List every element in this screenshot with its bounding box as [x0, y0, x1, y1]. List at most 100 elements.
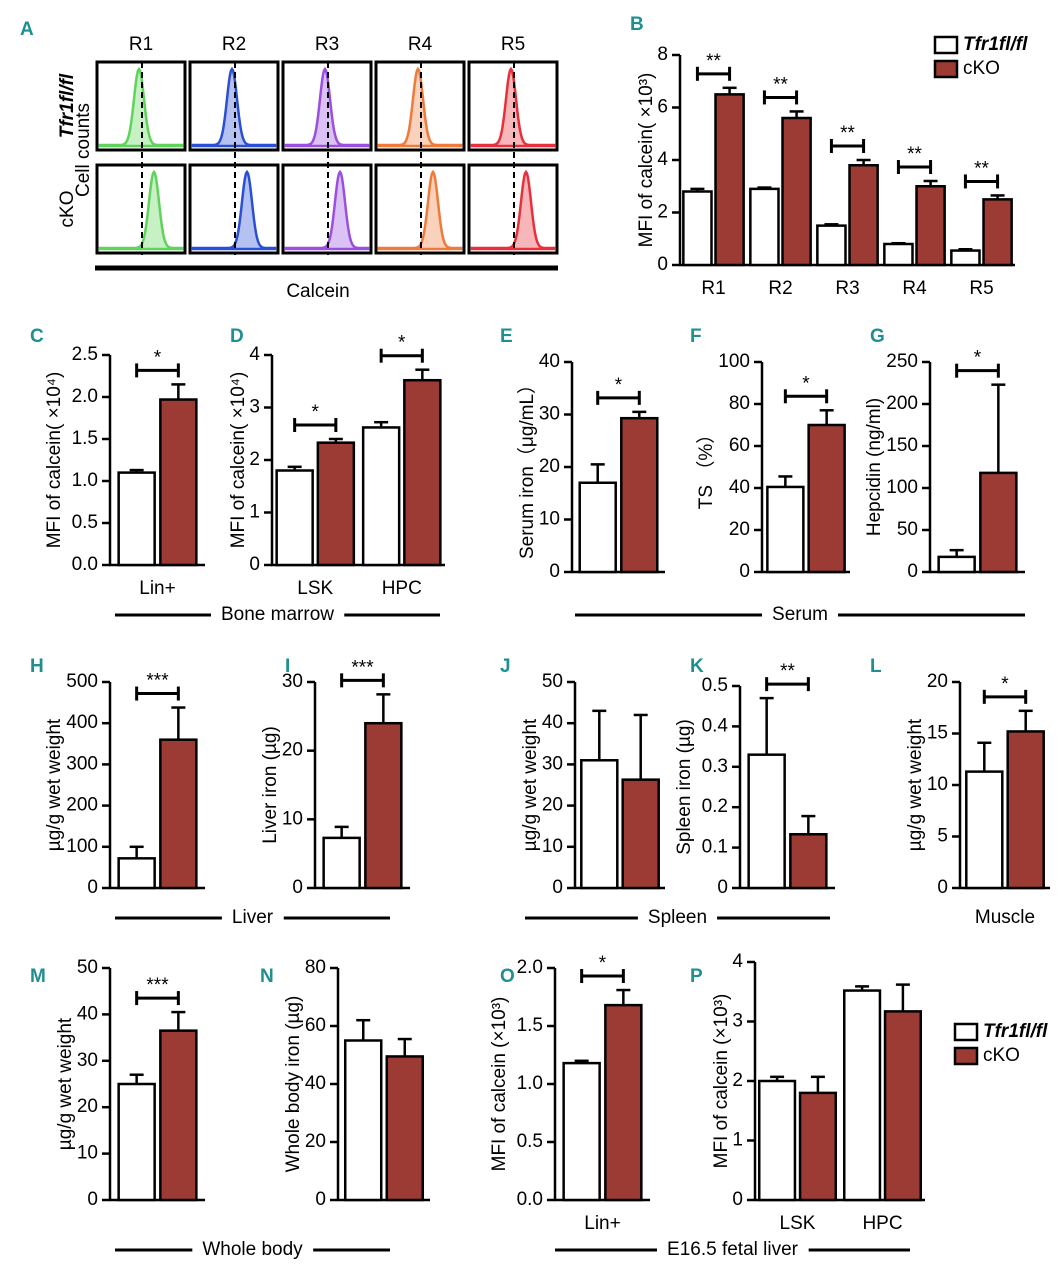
legend-swatch — [953, 1022, 979, 1042]
legend-swatch — [933, 59, 959, 79]
y-tick-label: 0 — [657, 254, 668, 275]
y-tick-label: 15 — [927, 723, 948, 744]
y-axis-label: Liver iron (µg) — [260, 726, 281, 844]
y-tick-label: 60 — [729, 435, 750, 456]
significance-label: ** — [773, 74, 788, 95]
histogram-box — [467, 163, 559, 255]
group-label: Serum — [772, 604, 828, 625]
bar — [343, 1039, 383, 1202]
legend-label: cKO — [963, 58, 1000, 79]
y-axis-label: µg/g wet weight — [55, 1017, 76, 1150]
y-tick-label: 400 — [66, 712, 98, 733]
y-tick-label: 20 — [282, 740, 303, 761]
bar — [316, 441, 356, 567]
bar — [798, 1091, 837, 1202]
y-tick-label: 10 — [77, 1143, 98, 1164]
y-tick-label: 10 — [539, 509, 560, 530]
y-tick-label: 50 — [897, 519, 918, 540]
y-tick-label: 0.5 — [72, 512, 98, 533]
y-tick-label: 250 — [886, 351, 918, 372]
bar — [965, 770, 1004, 890]
bar — [621, 778, 660, 890]
y-tick-label: 2 — [657, 202, 668, 223]
y-axis-label: MFI of calcein( ×10³) — [636, 73, 657, 248]
y-tick-label: 80 — [729, 393, 750, 414]
panel-letter: E — [500, 326, 513, 347]
y-tick-label: 2 — [249, 449, 260, 470]
bar — [789, 833, 828, 890]
y-tick-label: 10 — [927, 774, 948, 795]
y-tick-label: 0.3 — [702, 756, 728, 777]
column-label: R3 — [315, 34, 339, 55]
y-tick-label: 40 — [77, 1003, 98, 1024]
x-tick-label: R5 — [969, 278, 993, 299]
y-tick-label: 2 — [732, 1070, 743, 1091]
panel-letter: H — [30, 656, 44, 677]
y-tick-label: 20 — [539, 456, 560, 477]
bar — [580, 759, 619, 890]
bar — [159, 1029, 198, 1202]
significance-label: *** — [146, 975, 169, 996]
panel-letter: C — [30, 326, 44, 347]
bar — [979, 471, 1018, 574]
y-tick-label: 50 — [542, 671, 563, 692]
y-tick-label: 6 — [657, 97, 668, 118]
panel-letter: J — [500, 656, 511, 677]
panel-letter: A — [20, 19, 34, 40]
y-tick-label: 100 — [718, 351, 750, 372]
histogram-box — [281, 163, 373, 255]
y-tick-label: 0.0 — [72, 554, 98, 575]
y-tick-label: 40 — [305, 1073, 326, 1094]
y-tick-label: 1.5 — [517, 1015, 543, 1036]
y-axis-label: MFI of calcein (×10³) — [489, 997, 510, 1172]
panel-letter: P — [690, 966, 703, 987]
y-tick-label: 4 — [732, 951, 743, 972]
y-tick-label: 20 — [542, 795, 563, 816]
y-tick-label: 8 — [657, 44, 668, 65]
significance-label: *** — [351, 657, 374, 678]
y-tick-label: 50 — [77, 957, 98, 978]
significance-label: * — [615, 375, 623, 396]
bar — [403, 378, 442, 567]
y-axis-label: µg/g wet weight — [520, 718, 541, 851]
y-tick-label: 60 — [305, 1015, 326, 1036]
y-tick-label: 0.5 — [517, 1131, 543, 1152]
y-tick-label: 100 — [66, 836, 98, 857]
x-tick-label: Lin+ — [584, 1213, 620, 1234]
column-label: R5 — [501, 34, 525, 55]
x-tick-label: Lin+ — [139, 578, 175, 599]
row-label: cKO — [57, 191, 78, 228]
histogram-box — [95, 163, 187, 255]
bar — [781, 116, 812, 267]
bar — [883, 242, 914, 267]
y-tick-label: 3 — [732, 1011, 743, 1032]
histogram-box — [188, 163, 280, 255]
significance-label: ** — [840, 123, 855, 144]
panel-letter: G — [870, 326, 885, 347]
y-tick-label: 0.0 — [517, 1189, 543, 1210]
bar — [364, 721, 403, 890]
bar — [159, 738, 198, 890]
bar — [749, 187, 780, 267]
y-tick-label: 2.0 — [517, 957, 543, 978]
y-tick-label: 1.0 — [72, 470, 98, 491]
x-tick-label: R4 — [902, 278, 927, 299]
y-tick-label: 0.1 — [702, 837, 728, 858]
bar — [159, 398, 198, 567]
y-tick-label: 200 — [886, 393, 918, 414]
bar — [915, 185, 946, 267]
y-axis-label: µg/g wet weight — [905, 718, 926, 851]
y-tick-label: 3 — [249, 397, 260, 418]
y-tick-label: 500 — [66, 671, 98, 692]
x-axis-label: Calcein — [286, 281, 349, 302]
y-tick-label: 200 — [66, 795, 98, 816]
bar — [620, 416, 659, 574]
bar — [982, 198, 1013, 267]
bar — [843, 989, 882, 1202]
y-tick-label: 20 — [305, 1131, 326, 1152]
bar — [361, 426, 401, 567]
y-tick-label: 100 — [886, 477, 918, 498]
bar — [950, 249, 981, 267]
y-axis-label: MFI of calcein (×10³) — [711, 994, 732, 1169]
